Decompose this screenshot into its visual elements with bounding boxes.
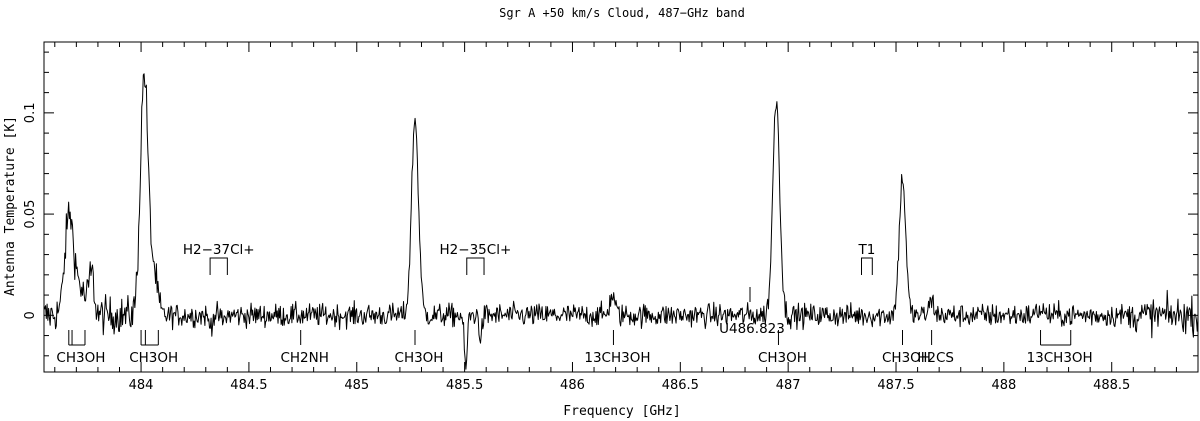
annotation-bracket bbox=[209, 257, 228, 275]
x-tick-label: 488 bbox=[991, 378, 1016, 393]
annotation-label: CH3OH bbox=[129, 350, 178, 366]
y-tick-label: 0.05 bbox=[23, 200, 38, 229]
y-axis-label: Antenna Temperature [K] bbox=[3, 116, 18, 296]
annotation-label: T1 bbox=[857, 242, 875, 258]
annotation-label: CH3OH bbox=[882, 350, 931, 366]
annotation-label: H2−35Cl+ bbox=[440, 242, 512, 258]
annotation-bracket bbox=[466, 257, 485, 275]
annotation-label: 13CH3OH bbox=[584, 350, 650, 366]
x-tick-label: 487 bbox=[776, 378, 801, 393]
annotation-label: CH3OH bbox=[395, 350, 444, 366]
x-tick-label: 487.5 bbox=[877, 378, 914, 393]
annotation-label: 13CH3OH bbox=[1027, 350, 1093, 366]
annotation-label: U486.823 bbox=[719, 321, 785, 337]
x-tick-label: 486.5 bbox=[662, 378, 699, 393]
x-tick-label: 488.5 bbox=[1093, 378, 1130, 393]
x-tick-label: 484.5 bbox=[230, 378, 267, 393]
x-tick-label: 486 bbox=[560, 378, 585, 393]
annotation-bracket bbox=[861, 257, 873, 275]
annotation-label: CH2NH bbox=[280, 350, 328, 366]
annotation-label: CH3OH bbox=[56, 350, 105, 366]
x-tick-label: 485.5 bbox=[446, 378, 483, 393]
line-annotations: H2−37Cl+ H2−35Cl+ T1 CH3OH CH3OH CH2NH CH3OH 13… bbox=[56, 242, 1092, 366]
y-tick-label: 0.1 bbox=[23, 103, 38, 124]
plot-frame bbox=[43, 41, 1199, 373]
axis-ticks: 484 484.5 485 485.5 486 486.5 487 487.5 488 488.5… bbox=[23, 42, 1199, 393]
y-tick-label: 0 bbox=[23, 311, 38, 319]
annotation-label: H2CS bbox=[917, 350, 954, 366]
x-tick-label: 484 bbox=[129, 378, 154, 393]
annotation-label: H2−37Cl+ bbox=[183, 242, 255, 258]
x-tick-label: 485 bbox=[344, 378, 369, 393]
x-axis-label: Frequency [GHz] bbox=[563, 404, 680, 419]
annotation-label: CH3OH bbox=[758, 350, 807, 366]
chart-title: Sgr A +50 km/s Cloud, 487−GHz band bbox=[499, 6, 745, 20]
spectrum-line bbox=[43, 73, 1199, 370]
